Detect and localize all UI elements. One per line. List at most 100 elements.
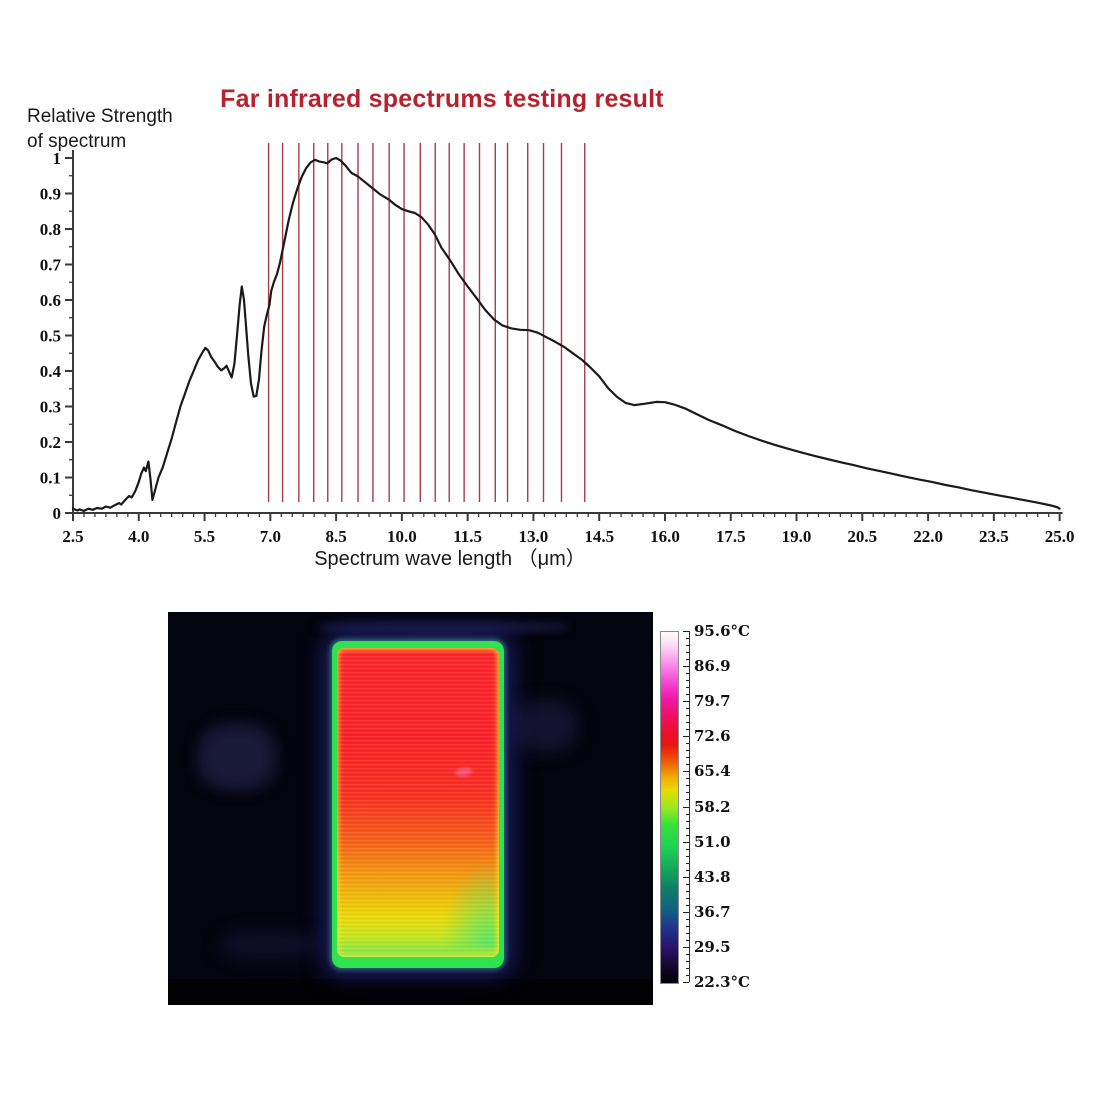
temperature-scale: 95.6°C 86.9 79.7 72.6 65.4 58.2 51.0 43.8 36.7 29…: [660, 622, 790, 991]
scale-minor-tick: [686, 932, 689, 934]
scale-major-tick: [683, 736, 689, 738]
scale-minor-tick: [686, 799, 689, 801]
scale-minor-tick: [686, 729, 689, 731]
scale-minor-tick: [686, 813, 689, 815]
scale-label: 79.7: [694, 692, 731, 711]
y-tick-label: 0.6: [40, 291, 61, 310]
hot-object-cool-corner: [444, 864, 496, 948]
scale-minor-tick: [686, 967, 689, 969]
scale-label: 95.6°C: [694, 622, 750, 640]
scale-label: 86.9: [694, 657, 731, 676]
x-tick-label: 23.5: [979, 527, 1009, 546]
scale-minor-tick: [686, 869, 689, 871]
scale-minor-tick: [686, 708, 689, 710]
x-tick-label: 22.0: [913, 527, 943, 546]
x-axis-title: Spectrum wave length （μm）: [314, 548, 586, 570]
background-blob: [198, 724, 276, 790]
scale-minor-tick: [686, 638, 689, 640]
y-tick-label: 0.1: [40, 469, 61, 488]
y-tick-label: 0.5: [40, 327, 61, 346]
x-tick-label: 17.5: [716, 527, 746, 546]
scale-minor-tick: [686, 687, 689, 689]
x-tick-label: 25.0: [1045, 527, 1075, 546]
scale-major-tick: [683, 982, 689, 983]
scale-minor-tick: [686, 939, 689, 941]
y-tick-label: 0.8: [40, 220, 61, 239]
temperature-colorbar: [660, 631, 679, 984]
spectrum-chart: 2.5 4.0 5.5 7.0 8.5 10.0 11.5 13.0 14.5 16.0 17.5 1…: [40, 143, 1075, 546]
scale-minor-tick: [686, 855, 689, 857]
x-tick-label: 5.5: [194, 527, 215, 546]
hot-object-gradient: [337, 648, 499, 957]
thermal-bottom-strip: [168, 979, 653, 1005]
y-axis-title-line1: Relative Strength: [27, 106, 173, 127]
scale-minor-tick: [686, 764, 689, 766]
scale-minor-tick: [686, 897, 689, 899]
x-tick-label: 13.0: [519, 527, 549, 546]
x-tick-label: 8.5: [325, 527, 346, 546]
scale-minor-tick: [686, 834, 689, 836]
scale-minor-tick: [686, 680, 689, 682]
scale-minor-tick: [686, 862, 689, 864]
y-axis-title-line2: of spectrum: [27, 131, 127, 152]
scale-minor-tick: [686, 757, 689, 759]
hot-object: [332, 641, 504, 968]
scanline-texture: [337, 648, 499, 957]
background-blob: [318, 621, 568, 633]
scale-minor-tick: [686, 652, 689, 654]
scale-label: 65.4: [694, 762, 731, 781]
y-tick-label: 0.3: [40, 398, 61, 417]
scale-major-tick: [683, 666, 689, 668]
scale-label: 43.8: [694, 867, 731, 886]
scale-minor-tick: [686, 785, 689, 787]
y-tick-label: 0.9: [40, 185, 61, 204]
scale-label: 58.2: [694, 797, 731, 816]
x-tick-label: 11.5: [453, 527, 482, 546]
background-blob: [220, 930, 315, 960]
x-tick-label: 14.5: [584, 527, 614, 546]
x-tick-label: 16.0: [650, 527, 680, 546]
scale-label: 36.7: [694, 902, 731, 921]
scale-minor-tick: [686, 827, 689, 829]
scale-minor-tick: [686, 820, 689, 822]
thermal-image: [168, 612, 653, 1005]
scale-minor-tick: [686, 792, 689, 794]
scale-major-tick: [683, 771, 689, 773]
scale-minor-tick: [686, 645, 689, 647]
x-tick-label: 10.0: [387, 527, 417, 546]
x-tick-label: 19.0: [782, 527, 812, 546]
scale-minor-tick: [686, 918, 689, 920]
scale-minor-tick: [686, 722, 689, 724]
scale-major-tick: [683, 701, 689, 703]
x-tick-label: 7.0: [260, 527, 281, 546]
x-tick-label: 2.5: [62, 527, 83, 546]
scale-minor-tick: [686, 848, 689, 850]
scale-minor-tick: [686, 743, 689, 745]
scale-minor-tick: [686, 953, 689, 955]
chart-title: Far infrared spectrums testing result: [220, 85, 664, 113]
scale-label: 51.0: [694, 832, 731, 851]
scale-minor-tick: [686, 904, 689, 906]
x-tick-label: 20.5: [847, 527, 877, 546]
scale-label: 22.3°C: [694, 973, 750, 991]
scale-major-tick: [683, 946, 689, 948]
scale-major-tick: [683, 631, 689, 632]
y-tick-label: 1: [53, 149, 62, 168]
x-tick-label: 4.0: [128, 527, 149, 546]
scale-major-tick: [683, 841, 689, 843]
y-tick-label: 0: [53, 504, 62, 523]
scale-minor-tick: [686, 750, 689, 752]
scale-major-tick: [683, 911, 689, 913]
y-tick-label: 0.2: [40, 433, 61, 452]
y-tick-label: 0.7: [40, 256, 62, 275]
y-tick-label: 0.4: [40, 362, 62, 381]
scale-minor-tick: [686, 890, 689, 892]
scale-minor-tick: [686, 960, 689, 962]
scale-minor-tick: [686, 883, 689, 885]
scale-minor-tick: [686, 715, 689, 717]
scale-minor-tick: [686, 694, 689, 696]
scale-major-tick: [683, 876, 689, 878]
scale-label: 72.6: [694, 727, 731, 746]
scale-label: 29.5: [694, 937, 731, 956]
